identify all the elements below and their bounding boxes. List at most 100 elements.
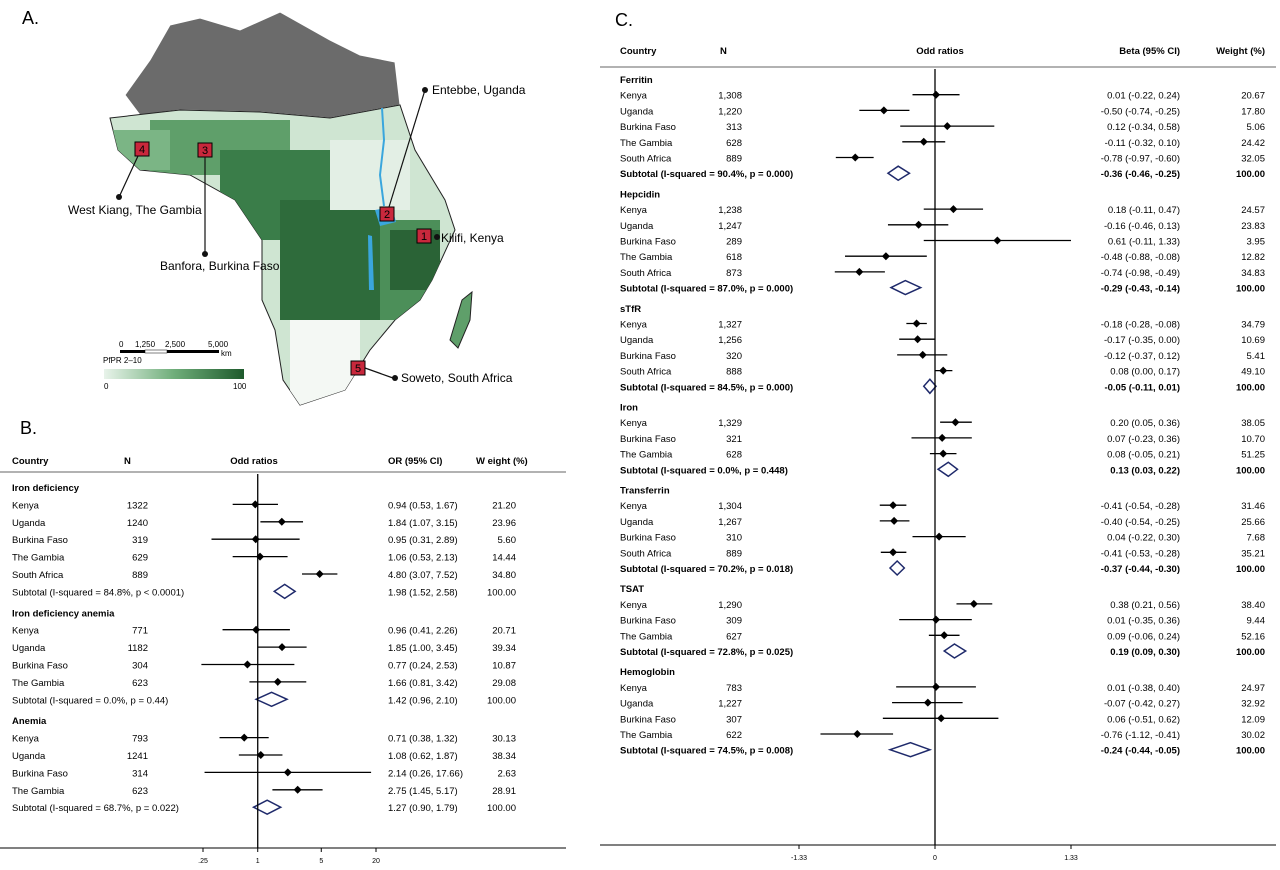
row-estimate: 0.01 (-0.35, 0.36) <box>1107 616 1180 627</box>
point-estimate-marker <box>256 751 265 759</box>
x-tick-label: 5 <box>319 858 323 865</box>
site-marker-3[interactable]: 3 Banfora, Burkina Faso <box>160 142 280 273</box>
row-n: 313 <box>726 122 742 133</box>
row-country: The Gambia <box>620 252 673 263</box>
col-header-n: N <box>720 46 727 57</box>
row-estimate: -0.50 (-0.74, -0.25) <box>1101 106 1180 117</box>
row-estimate: -0.41 (-0.54, -0.28) <box>1101 501 1180 512</box>
point-estimate-marker <box>889 501 898 510</box>
row-country: Burkina Faso <box>620 616 676 627</box>
row-weight: 24.97 <box>1241 683 1265 694</box>
site-marker-2[interactable]: 2 Entebbe, Uganda <box>379 83 526 222</box>
subtotal-estimate: -0.29 (-0.43, -0.14) <box>1101 284 1180 295</box>
row-country: Burkina Faso <box>620 714 676 725</box>
row-weight: 2.63 <box>498 768 517 779</box>
row-n: 304 <box>132 661 148 672</box>
col-header-plot: Odd ratios <box>916 46 964 57</box>
subtotal-estimate: -0.05 (-0.11, 0.01) <box>1104 382 1180 393</box>
row-country: Uganda <box>12 518 46 529</box>
row-n: 1,238 <box>718 205 742 216</box>
row-n: 321 <box>726 434 742 445</box>
svg-text:0: 0 <box>104 382 109 391</box>
subtotal-diamond <box>272 583 297 600</box>
row-country: Uganda <box>620 106 654 117</box>
row-n: 1240 <box>127 518 148 529</box>
point-estimate-marker <box>240 733 249 742</box>
row-country: South Africa <box>620 548 672 559</box>
row-weight: 32.05 <box>1241 154 1265 165</box>
point-estimate-marker <box>951 418 960 427</box>
row-n: 628 <box>726 450 742 461</box>
col-header-country: Country <box>12 456 49 467</box>
site-marker-1[interactable]: 1 Kilifi, Kenya <box>416 228 504 245</box>
row-weight: 12.82 <box>1241 252 1265 263</box>
row-estimate: 0.07 (-0.23, 0.36) <box>1107 434 1180 445</box>
site-marker-5[interactable]: 5 Soweto, South Africa <box>350 360 513 385</box>
row-weight: 38.40 <box>1241 600 1265 611</box>
row-country: Kenya <box>620 418 648 429</box>
subtotal-label: Subtotal (I-squared = 70.2%, p = 0.018) <box>620 564 793 575</box>
point-estimate-marker <box>889 548 898 557</box>
point-estimate-marker <box>252 625 261 634</box>
subtotal-label: Subtotal (I-squared = 84.8%, p < 0.0001) <box>12 587 184 598</box>
subtotal-weight: 100.00 <box>1236 284 1265 295</box>
point-estimate-marker <box>912 319 921 328</box>
lake-tanganyika <box>368 235 374 290</box>
map-panel: 1 Kilifi, Kenya 2 Entebbe, Uganda 3 Banf… <box>0 0 560 415</box>
row-estimate: 0.08 (-0.05, 0.21) <box>1107 450 1180 461</box>
row-estimate: 0.18 (-0.11, 0.47) <box>1108 205 1180 216</box>
row-n: 629 <box>132 553 148 564</box>
subtotal-estimate: 1.98 (1.52, 2.58) <box>388 587 458 598</box>
group-title: Hepcidin <box>620 189 660 200</box>
row-n: 793 <box>132 734 148 745</box>
row-weight: 30.13 <box>492 734 516 745</box>
pfpr-legend: PfPR 2–10 0 100 <box>103 356 247 391</box>
x-tick-label: 1 <box>256 858 260 865</box>
row-estimate: 0.01 (-0.38, 0.40) <box>1107 683 1180 694</box>
subtotal-diamond <box>887 741 933 758</box>
row-n: 1,267 <box>718 517 742 528</box>
row-estimate: -0.74 (-0.98, -0.49) <box>1101 268 1180 279</box>
subtotal-diamond <box>254 691 289 708</box>
row-weight: 9.44 <box>1247 616 1266 627</box>
subtotal-label: Subtotal (I-squared = 0.0%, p = 0.448) <box>620 465 788 476</box>
row-weight: 28.91 <box>492 786 516 797</box>
row-weight: 34.79 <box>1241 320 1265 331</box>
row-weight: 3.95 <box>1247 237 1266 248</box>
row-n: 623 <box>132 786 148 797</box>
row-country: South Africa <box>620 268 672 279</box>
site-label-entebbe: Entebbe, Uganda <box>432 83 526 97</box>
forest-plot-c: Country N Odd ratios Beta (95% CI) Weight (%… <box>600 46 1276 862</box>
row-n: 783 <box>726 683 742 694</box>
row-country: South Africa <box>620 367 672 378</box>
map-scale-bar: 0 1,250 2,500 5,000 km <box>119 340 232 358</box>
point-estimate-marker <box>278 643 287 652</box>
row-n: 628 <box>726 138 742 149</box>
x-tick-label: 1.33 <box>1064 855 1078 862</box>
row-n: 771 <box>132 626 148 637</box>
row-estimate: 0.06 (-0.51, 0.62) <box>1107 714 1180 725</box>
point-estimate-marker <box>993 236 1002 245</box>
subtotal-label: Subtotal (I-squared = 0.0%, p = 0.44) <box>12 695 168 706</box>
row-weight: 17.80 <box>1241 106 1265 117</box>
site-label-west-kiang: West Kiang, The Gambia <box>68 203 202 217</box>
point-estimate-marker <box>939 449 948 458</box>
svg-text:2,500: 2,500 <box>165 340 186 349</box>
row-n: 1322 <box>127 500 148 511</box>
svg-text:1: 1 <box>421 231 427 243</box>
subtotal-label: Subtotal (I-squared = 72.8%, p = 0.025) <box>620 647 793 658</box>
row-country: Burkina Faso <box>620 434 676 445</box>
subtotal-estimate: 1.42 (0.96, 2.10) <box>388 695 458 706</box>
row-weight: 24.57 <box>1241 205 1265 216</box>
row-weight: 5.41 <box>1247 351 1266 362</box>
point-estimate-marker <box>939 366 948 375</box>
row-estimate: 0.96 (0.41, 2.26) <box>388 626 458 637</box>
panel-label-a: A. <box>22 8 40 28</box>
subtotal-estimate: -0.37 (-0.44, -0.30) <box>1101 564 1180 575</box>
subtotal-estimate: 1.27 (0.90, 1.79) <box>388 803 458 814</box>
row-n: 618 <box>726 252 742 263</box>
row-n: 289 <box>726 237 742 248</box>
site-marker-4[interactable]: 4 West Kiang, The Gambia <box>68 141 202 217</box>
row-estimate: -0.17 (-0.35, 0.00) <box>1104 335 1180 346</box>
row-country: Kenya <box>620 600 648 611</box>
